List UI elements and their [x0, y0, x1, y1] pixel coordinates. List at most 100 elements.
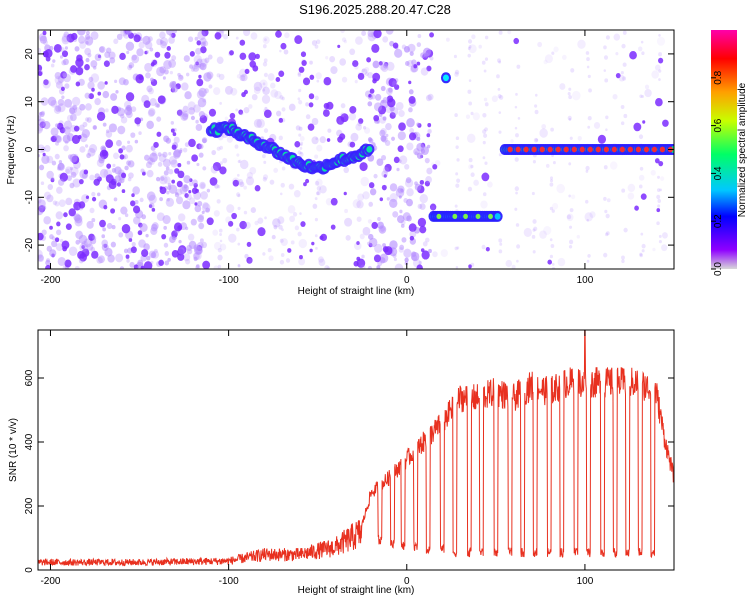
- noise-blob: [105, 130, 113, 138]
- streak-blob: [604, 78, 609, 83]
- spectrogram-x-tick-label: 0: [404, 275, 410, 286]
- streak-blob: [514, 186, 520, 192]
- noise-blob: [102, 227, 106, 232]
- noise-blob: [190, 218, 197, 226]
- noise-blob: [397, 131, 406, 141]
- noise-blob: [130, 106, 137, 113]
- noise-blob: [248, 104, 253, 109]
- noise-blob: [178, 149, 183, 154]
- noise-blob: [167, 185, 172, 191]
- noise-blob: [55, 81, 63, 89]
- noise-blob: [219, 166, 227, 175]
- noise-blob: [144, 62, 153, 73]
- noise-blob: [162, 214, 171, 225]
- streak-blob: [641, 249, 645, 253]
- noise-blob: [38, 47, 42, 55]
- noise-blob: [84, 92, 91, 99]
- streak-blob: [606, 231, 610, 236]
- noise-blob: [471, 34, 476, 40]
- noise-blob: [134, 200, 139, 205]
- noise-blob: [396, 215, 405, 224]
- noise-blob: [199, 181, 206, 190]
- noise-blob: [606, 198, 611, 203]
- noise-blob: [376, 265, 381, 269]
- noise-blob: [148, 108, 156, 117]
- noise-blob: [305, 114, 311, 120]
- noise-blob: [195, 119, 199, 124]
- noise-blob: [203, 72, 212, 82]
- noise-blob: [125, 30, 132, 35]
- streak-blob: [314, 95, 319, 101]
- noise-blob: [264, 106, 268, 111]
- colorbar-ticks: 0.0 0.2 0.4 0.6 0.8: [711, 70, 724, 276]
- noise-blob: [106, 222, 113, 230]
- streak-blob: [300, 141, 304, 145]
- noise-blob: [90, 31, 99, 40]
- noise-blob: [79, 243, 88, 253]
- noise-blob: [193, 54, 203, 65]
- noise-blob: [330, 66, 338, 75]
- noise-blob: [38, 232, 44, 241]
- noise-blob: [159, 31, 166, 39]
- noise-blob: [350, 132, 359, 142]
- track-core: [366, 146, 373, 153]
- noise-blob: [208, 108, 217, 117]
- noise-blob: [381, 135, 388, 143]
- spectrogram-y-tick-label: -10: [24, 190, 35, 205]
- noise-blob: [187, 233, 195, 241]
- streak-blob: [658, 69, 662, 73]
- noise-blob: [148, 204, 153, 209]
- streak-blob: [568, 162, 572, 166]
- streak-blob: [535, 93, 538, 97]
- noise-blob: [150, 252, 157, 259]
- noise-blob: [46, 170, 54, 179]
- noise-blob: [159, 197, 163, 202]
- noise-blob: [426, 133, 431, 138]
- snr-x-axis-title: Height of straight line (km): [298, 585, 415, 596]
- noise-blob: [386, 61, 395, 71]
- noise-blob: [618, 74, 625, 82]
- noise-blob: [343, 191, 347, 196]
- streak-blob: [658, 33, 661, 37]
- noise-blob: [419, 203, 426, 210]
- noise-blob: [43, 191, 52, 200]
- streak-blob: [569, 208, 574, 213]
- streak-blob: [623, 113, 628, 119]
- noise-blob: [218, 73, 225, 81]
- colorbar-tick-label: 0.0: [713, 262, 724, 276]
- noise-blob: [85, 103, 92, 111]
- noise-blob: [319, 185, 327, 194]
- noise-blob: [177, 213, 186, 222]
- noise-blob: [50, 127, 59, 137]
- streak-blob: [237, 206, 241, 211]
- noise-blob: [419, 225, 427, 234]
- noise-blob: [369, 188, 377, 196]
- streak-blob: [586, 218, 589, 222]
- noise-blob: [209, 177, 218, 186]
- noise-blob: [63, 126, 71, 135]
- noise-blob: [409, 51, 414, 56]
- noise-blob: [267, 73, 275, 81]
- noise-blob: [153, 248, 158, 254]
- noise-blob: [41, 154, 50, 165]
- noise-blob: [78, 201, 86, 209]
- noise-blob: [367, 101, 373, 107]
- noise-blob: [355, 123, 362, 131]
- noise-blob: [201, 210, 205, 215]
- noise-blob: [269, 179, 275, 185]
- noise-blob: [422, 241, 428, 247]
- noise-blob: [197, 30, 206, 41]
- noise-blob: [315, 178, 323, 187]
- noise-blob: [416, 264, 423, 269]
- noise-blob: [239, 111, 244, 116]
- noise-blob: [584, 212, 593, 222]
- noise-blob: [401, 237, 407, 243]
- streak-blob: [455, 183, 460, 188]
- streak-blob: [314, 234, 318, 238]
- noise-blob: [396, 167, 400, 172]
- streak-blob: [550, 127, 554, 132]
- noise-blob: [261, 94, 271, 104]
- streak-blob: [217, 247, 222, 253]
- streak-blob: [219, 145, 223, 150]
